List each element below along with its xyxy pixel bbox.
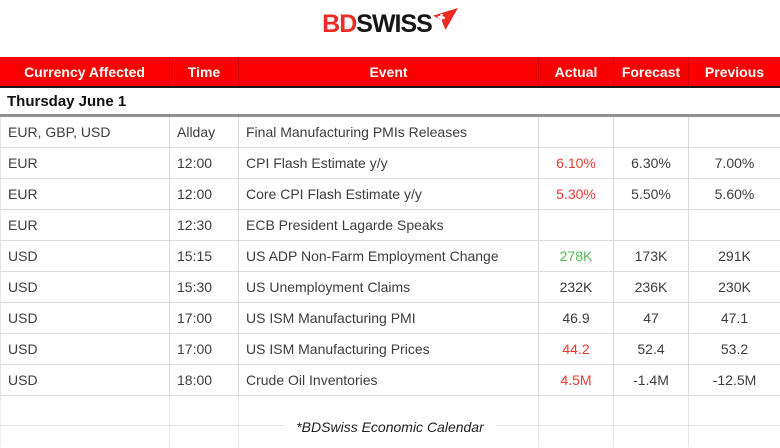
cell-currency: USD <box>0 365 169 395</box>
cell-previous: 5.60% <box>688 179 780 209</box>
cell-time: Allday <box>169 117 238 147</box>
logo-text-bd: BD <box>322 10 357 38</box>
footer-grid-cell <box>169 396 238 426</box>
cell-previous: 7.00% <box>688 148 780 178</box>
cell-time: 12:30 <box>169 210 238 240</box>
cell-event: US ADP Non-Farm Employment Change <box>238 241 538 271</box>
cell-event: CPI Flash Estimate y/y <box>238 148 538 178</box>
cell-currency: USD <box>0 272 169 302</box>
cell-event: US ISM Manufacturing PMI <box>238 303 538 333</box>
cell-currency: USD <box>0 303 169 333</box>
cell-actual: 232K <box>538 272 613 302</box>
table-row: USD 18:00 Crude Oil Inventories 4.5M -1.… <box>0 365 780 396</box>
cell-forecast: 236K <box>613 272 688 302</box>
cell-previous <box>688 210 780 240</box>
swiss-arrow-icon <box>432 8 458 36</box>
table-body: EUR, GBP, USD Allday Final Manufacturing… <box>0 117 780 396</box>
cell-previous: 230K <box>688 272 780 302</box>
cell-actual: 46.9 <box>538 303 613 333</box>
footer-grid-cell <box>538 426 613 447</box>
column-header-event: Event <box>238 57 538 86</box>
table-row: EUR, GBP, USD Allday Final Manufacturing… <box>0 117 780 148</box>
cell-time: 12:00 <box>169 179 238 209</box>
cell-time: 15:15 <box>169 241 238 271</box>
cell-event: Core CPI Flash Estimate y/y <box>238 179 538 209</box>
cell-time: 18:00 <box>169 365 238 395</box>
cell-actual: 6.10% <box>538 148 613 178</box>
cell-time: 17:00 <box>169 303 238 333</box>
table-row: USD 15:15 US ADP Non-Farm Employment Cha… <box>0 241 780 272</box>
cell-previous: 47.1 <box>688 303 780 333</box>
table-row: USD 17:00 US ISM Manufacturing PMI 46.9 … <box>0 303 780 334</box>
footer-grid-cell <box>0 426 169 447</box>
table-row: EUR 12:00 Core CPI Flash Estimate y/y 5.… <box>0 179 780 210</box>
footer-grid-cell <box>688 396 780 426</box>
cell-actual: 4.5M <box>538 365 613 395</box>
table-footer: *BDSwiss Economic Calendar <box>0 396 780 448</box>
cell-previous: 291K <box>688 241 780 271</box>
table-row: EUR 12:30 ECB President Lagarde Speaks <box>0 210 780 241</box>
cell-event: US ISM Manufacturing Prices <box>238 334 538 364</box>
footer-grid-cell <box>613 426 688 447</box>
column-header-actual: Actual <box>538 57 613 86</box>
footer-note: *BDSwiss Economic Calendar <box>284 419 496 435</box>
cell-time: 15:30 <box>169 272 238 302</box>
table-row: USD 15:30 US Unemployment Claims 232K 23… <box>0 272 780 303</box>
cell-previous: 53.2 <box>688 334 780 364</box>
column-header-currency-affected: Currency Affected <box>24 63 145 80</box>
cell-forecast: 47 <box>613 303 688 333</box>
cell-forecast <box>613 210 688 240</box>
cell-forecast: 52.4 <box>613 334 688 364</box>
footer-grid-cell <box>538 396 613 426</box>
column-header-time: Time <box>169 57 238 86</box>
column-header-forecast: Forecast <box>613 57 688 86</box>
cell-currency: USD <box>0 241 169 271</box>
table-row: USD 17:00 US ISM Manufacturing Prices 44… <box>0 334 780 365</box>
footer-grid-cell <box>169 426 238 447</box>
column-header-previous: Previous <box>688 57 780 86</box>
cell-event: Final Manufacturing PMIs Releases <box>238 117 538 147</box>
cell-currency: EUR <box>0 179 169 209</box>
cell-actual: 5.30% <box>538 179 613 209</box>
footer-grid-cell <box>613 396 688 426</box>
footer-grid-cell <box>0 396 169 426</box>
cell-forecast: 6.30% <box>613 148 688 178</box>
cell-forecast <box>613 117 688 147</box>
economic-calendar-table: Currency Affected Time Event Actual Forecast… <box>0 57 780 448</box>
cell-previous: -12.5M <box>688 365 780 395</box>
footer-gridline-row-2 <box>0 426 780 447</box>
date-header-row: Thursday June 1 <box>0 86 780 117</box>
cell-event: US Unemployment Claims <box>238 272 538 302</box>
cell-previous <box>688 117 780 147</box>
cell-currency: USD <box>0 334 169 364</box>
cell-event: Crude Oil Inventories <box>238 365 538 395</box>
cell-event: ECB President Lagarde Speaks <box>238 210 538 240</box>
cell-forecast: -1.4M <box>613 365 688 395</box>
logo-text-swiss: SWISS <box>356 10 433 38</box>
cell-currency: EUR <box>0 210 169 240</box>
footer-grid-cell <box>238 426 538 447</box>
cell-time: 12:00 <box>169 148 238 178</box>
cell-forecast: 5.50% <box>613 179 688 209</box>
footer-grid-cell <box>688 426 780 447</box>
cell-time: 17:00 <box>169 334 238 364</box>
cell-actual: 278K <box>538 241 613 271</box>
table-row: EUR 12:00 CPI Flash Estimate y/y 6.10% 6… <box>0 148 780 179</box>
table-header-row: Currency Affected Time Event Actual Forecast… <box>0 57 780 86</box>
cell-actual <box>538 210 613 240</box>
bdswiss-logo: BDSWISS <box>0 8 780 39</box>
date-header-label: Thursday June 1 <box>7 92 127 110</box>
cell-forecast: 173K <box>613 241 688 271</box>
cell-currency: EUR <box>0 148 169 178</box>
cell-actual: 44.2 <box>538 334 613 364</box>
cell-actual <box>538 117 613 147</box>
cell-currency: EUR, GBP, USD <box>0 117 169 147</box>
